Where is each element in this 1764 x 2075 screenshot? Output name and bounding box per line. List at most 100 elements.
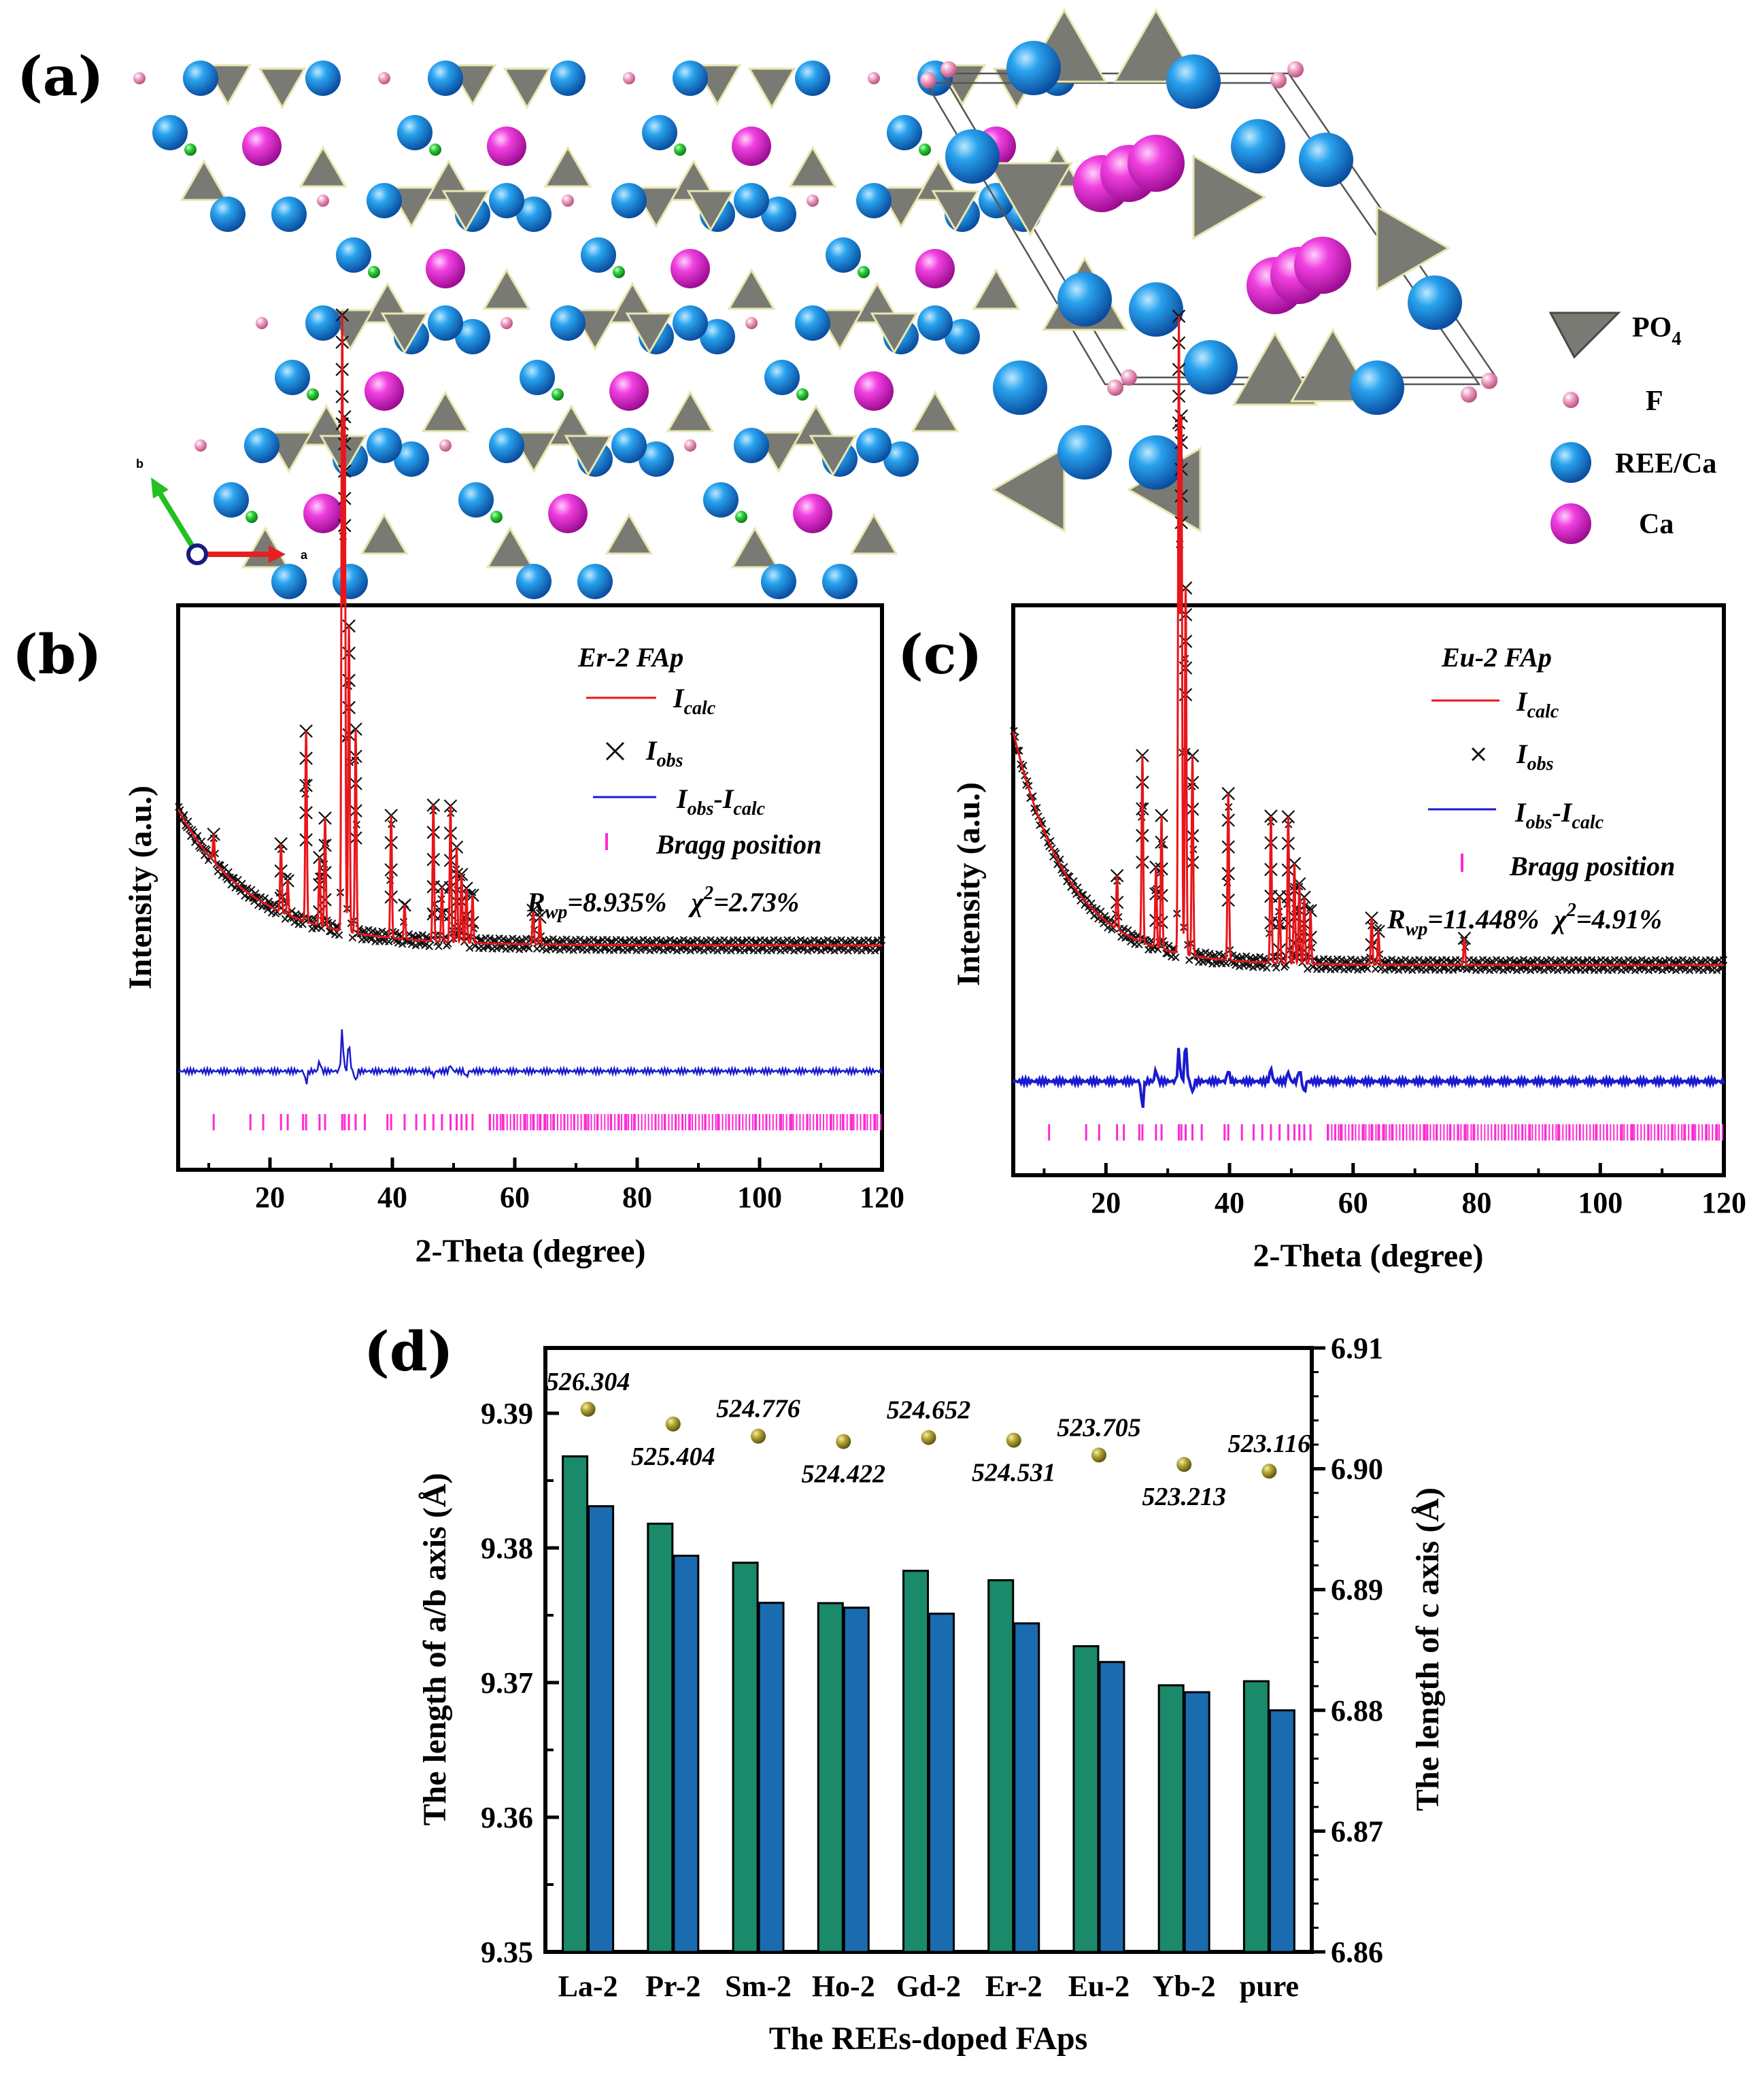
po4-tetrahedron bbox=[380, 312, 429, 355]
obs-point bbox=[1324, 955, 1332, 964]
panel-label-a: (a) bbox=[17, 44, 104, 108]
obs-point bbox=[851, 936, 859, 944]
ree-ca-atom bbox=[611, 183, 647, 218]
f-atom bbox=[940, 61, 957, 78]
x-axis-title: The REEs-doped FAps bbox=[769, 2021, 1088, 2057]
obs-point bbox=[1401, 956, 1410, 964]
o-atom bbox=[552, 388, 564, 401]
y2-tick-label: 6.87 bbox=[1331, 1815, 1383, 1848]
y-tick-label: 9.36 bbox=[481, 1801, 533, 1834]
ree-ca-atom bbox=[703, 482, 739, 518]
svg-text:PO4: PO4 bbox=[1632, 312, 1681, 350]
obs-point bbox=[1172, 953, 1180, 962]
legend-obs-sub: obs bbox=[1527, 754, 1554, 775]
ree-ca-atom bbox=[945, 129, 1000, 184]
volume-label: 524.652 bbox=[887, 1396, 971, 1425]
y2-axis-title: The length of c axis (Å) bbox=[1410, 1487, 1446, 1811]
f-atom bbox=[623, 72, 635, 84]
y-tick-label: 9.35 bbox=[481, 1936, 533, 1969]
bar-c-axis bbox=[588, 1505, 615, 1953]
ree-ca-atom bbox=[734, 428, 769, 463]
po4-tetrahedron bbox=[666, 390, 715, 433]
y2-tick-label: 6.91 bbox=[1331, 1332, 1383, 1365]
volume-label: 526.304 bbox=[546, 1368, 630, 1396]
bar-ab-axis bbox=[817, 1602, 844, 1953]
x-category-label: Pr-2 bbox=[645, 1970, 700, 2003]
obs-point bbox=[1620, 957, 1629, 966]
ree-ca-atom bbox=[993, 360, 1047, 415]
bar-ab-axis bbox=[1157, 1684, 1185, 1953]
y-axis-title: The length of a/b axis (Å) bbox=[417, 1473, 453, 1826]
chi-sup: 2 bbox=[1566, 900, 1576, 921]
ree-ca-atom bbox=[271, 197, 307, 232]
obs-point bbox=[1553, 966, 1562, 975]
structure-legend: PO4 F REE/Ca Ca bbox=[1548, 311, 1716, 544]
bar-ab-axis bbox=[902, 1570, 929, 1953]
po4-tetrahedron bbox=[299, 145, 347, 188]
ree-ca-atom bbox=[1129, 282, 1183, 337]
ree-ca-atom bbox=[887, 115, 922, 150]
ree-ca-atom bbox=[795, 61, 830, 96]
y-tick-label: 9.38 bbox=[481, 1532, 533, 1565]
obs-point bbox=[491, 936, 499, 944]
bar-ab-axis bbox=[1072, 1645, 1100, 1953]
obs-point bbox=[1678, 956, 1687, 964]
po4-tetrahedron bbox=[730, 526, 779, 569]
obs-point bbox=[1336, 964, 1344, 973]
ree-ca-atom bbox=[1183, 340, 1238, 394]
po4-tetrahedron bbox=[931, 190, 980, 233]
obs-point bbox=[583, 946, 591, 954]
o-atom bbox=[735, 511, 747, 523]
obs-point bbox=[726, 946, 735, 955]
calc-line bbox=[1012, 316, 1724, 966]
ree-ca-atom bbox=[1057, 272, 1112, 326]
obs-point bbox=[753, 946, 762, 955]
po4-tetrahedron bbox=[482, 267, 531, 310]
obs-point bbox=[877, 936, 886, 945]
x-tick-label: 100 bbox=[737, 1181, 782, 1214]
obs-point bbox=[228, 874, 237, 882]
obs-point bbox=[870, 947, 879, 955]
obs-point bbox=[1342, 956, 1351, 965]
f-atom bbox=[684, 439, 696, 452]
po4-tetrahedron bbox=[625, 312, 674, 355]
legend-obs-main: I bbox=[1516, 739, 1528, 769]
legend-po4: PO4 bbox=[1548, 311, 1681, 359]
o-atom bbox=[490, 511, 503, 523]
obs-point bbox=[1481, 964, 1490, 973]
plot-area bbox=[175, 308, 886, 1130]
xrd-plot-er2: 20 40 60 80 100 120 2-Theta (degree) Intensit… bbox=[122, 308, 904, 1269]
ree-ca-atom bbox=[642, 115, 677, 150]
ree-ca-atom bbox=[673, 61, 708, 96]
x-tick-label: 80 bbox=[622, 1181, 652, 1214]
crystal-unit-cell bbox=[920, 7, 1498, 533]
o-atom bbox=[919, 144, 931, 156]
panel-label-d: (d) bbox=[364, 1319, 454, 1383]
x-tick-label: 60 bbox=[1338, 1186, 1368, 1219]
plot-title: Er-2 FAp bbox=[577, 642, 683, 673]
obs-point bbox=[642, 945, 650, 954]
y2-tick-label: 6.90 bbox=[1331, 1453, 1383, 1486]
obs-point bbox=[465, 944, 474, 952]
ca-atom bbox=[426, 249, 465, 288]
legend-ca-label: Ca bbox=[1639, 509, 1674, 540]
f-atom bbox=[1287, 61, 1304, 78]
obs-point bbox=[479, 944, 488, 953]
y-tick-label: 9.39 bbox=[481, 1397, 533, 1430]
ree-ca-atom bbox=[183, 61, 218, 96]
svg-text:Rwp=11.448%χ2=4.91%: Rwp=11.448% χ2=4.91% bbox=[1387, 900, 1662, 940]
f-atom bbox=[317, 195, 329, 207]
x-axis: 20 40 60 80 100 120 bbox=[207, 1158, 904, 1214]
obs-point bbox=[328, 920, 337, 928]
obs-point bbox=[348, 933, 357, 942]
x-category-label: pure bbox=[1240, 1970, 1299, 2003]
volume-dot bbox=[1176, 1457, 1192, 1472]
x-category-label: La-2 bbox=[558, 1970, 618, 2003]
plot-area bbox=[1010, 309, 1728, 1141]
rwp-label: R bbox=[526, 887, 545, 917]
volume-label: 524.776 bbox=[716, 1395, 800, 1423]
bar-c-axis bbox=[843, 1606, 870, 1953]
obs-point bbox=[628, 945, 637, 953]
ree-ca-atom bbox=[611, 428, 647, 463]
po4-tetrahedron bbox=[870, 312, 919, 355]
